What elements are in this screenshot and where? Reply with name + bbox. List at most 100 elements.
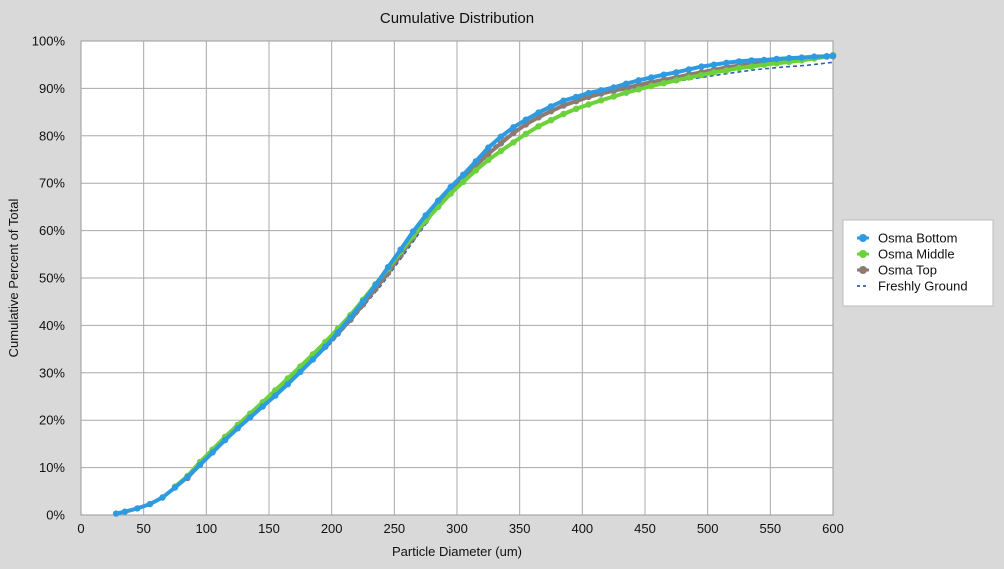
data-point bbox=[497, 133, 505, 140]
data-point bbox=[673, 77, 680, 84]
data-point bbox=[259, 403, 266, 410]
y-tick-label: 100% bbox=[32, 34, 66, 49]
data-point bbox=[585, 89, 592, 97]
x-tick-label: 600 bbox=[822, 521, 844, 536]
data-point bbox=[547, 108, 555, 115]
legend-box bbox=[842, 219, 994, 307]
data-point bbox=[322, 343, 329, 350]
data-point bbox=[760, 61, 768, 68]
y-tick-label: 10% bbox=[39, 460, 65, 475]
data-point bbox=[572, 105, 580, 113]
x-tick-label: 550 bbox=[759, 521, 781, 536]
legend-item: Osma Bottom bbox=[857, 231, 957, 246]
x-tick-label: 350 bbox=[509, 521, 531, 536]
data-point bbox=[698, 63, 705, 70]
data-point bbox=[159, 494, 166, 501]
data-point bbox=[635, 86, 642, 93]
data-point bbox=[497, 147, 505, 155]
legend-label: Osma Bottom bbox=[878, 231, 957, 246]
data-point bbox=[635, 77, 642, 84]
data-point bbox=[811, 53, 818, 60]
x-tick-label: 500 bbox=[697, 521, 719, 536]
data-point bbox=[272, 392, 279, 399]
data-point bbox=[673, 69, 680, 76]
data-point bbox=[572, 93, 580, 101]
x-tick-label: 50 bbox=[136, 521, 150, 536]
data-point bbox=[510, 124, 517, 131]
x-tick-label: 250 bbox=[383, 521, 405, 536]
data-point bbox=[785, 54, 793, 62]
data-point bbox=[660, 71, 667, 78]
x-tick-label: 450 bbox=[634, 521, 656, 536]
data-point bbox=[760, 56, 768, 64]
data-point bbox=[247, 414, 254, 421]
data-point bbox=[585, 101, 592, 108]
data-point bbox=[134, 505, 141, 512]
data-point bbox=[397, 246, 404, 253]
y-tick-label: 0% bbox=[46, 508, 65, 523]
legend-swatch-marker bbox=[859, 266, 867, 274]
data-point bbox=[460, 171, 467, 178]
x-tick-label: 0 bbox=[77, 521, 84, 536]
legend-label: Freshly Ground bbox=[878, 279, 968, 294]
data-point bbox=[660, 80, 667, 87]
data-point bbox=[560, 97, 567, 104]
data-point bbox=[748, 63, 755, 70]
y-tick-label: 70% bbox=[39, 176, 65, 191]
data-point bbox=[723, 59, 730, 66]
data-point bbox=[309, 356, 317, 363]
data-point bbox=[597, 97, 605, 104]
legend-swatch-marker bbox=[859, 234, 867, 242]
data-point bbox=[560, 102, 567, 109]
data-point bbox=[171, 484, 179, 491]
data-point bbox=[435, 197, 442, 204]
data-point bbox=[823, 53, 830, 60]
data-point bbox=[522, 116, 530, 123]
data-point bbox=[409, 228, 417, 235]
data-point bbox=[535, 123, 542, 130]
y-tick-label: 50% bbox=[39, 271, 65, 286]
data-point bbox=[209, 449, 216, 456]
data-point bbox=[146, 500, 154, 508]
data-point bbox=[710, 61, 718, 68]
data-point bbox=[460, 178, 467, 185]
data-point bbox=[112, 510, 120, 517]
data-point bbox=[547, 103, 555, 110]
data-point bbox=[184, 473, 191, 481]
data-point bbox=[560, 110, 567, 118]
x-tick-label: 150 bbox=[258, 521, 280, 536]
data-point bbox=[334, 329, 342, 336]
data-point bbox=[447, 183, 454, 191]
legend-label: Osma Middle bbox=[878, 247, 955, 262]
x-tick-label: 300 bbox=[446, 521, 468, 536]
data-point bbox=[522, 130, 530, 138]
data-point bbox=[497, 140, 505, 147]
data-point bbox=[685, 74, 693, 81]
data-point bbox=[685, 66, 693, 73]
data-point bbox=[623, 89, 630, 96]
data-point bbox=[196, 461, 204, 468]
x-axis-title: Particle Diameter (um) bbox=[392, 544, 522, 559]
data-point bbox=[221, 436, 229, 444]
legend-item: Freshly Ground bbox=[857, 279, 968, 294]
x-tick-label: 400 bbox=[571, 521, 593, 536]
y-tick-label: 60% bbox=[39, 223, 65, 238]
data-point bbox=[234, 425, 241, 432]
data-point bbox=[447, 190, 454, 197]
data-point bbox=[510, 139, 517, 146]
data-point bbox=[284, 381, 291, 388]
y-tick-label: 80% bbox=[39, 128, 65, 143]
y-axis-title: Cumulative Percent of Total bbox=[6, 199, 21, 358]
data-point bbox=[297, 368, 304, 376]
series-osma-bottom bbox=[112, 52, 837, 517]
tick-labels: 0 50 100 150 200 250 300 350 400 450 500 550 600 0% 10… bbox=[32, 34, 844, 537]
y-tick-label: 40% bbox=[39, 318, 65, 333]
data-point bbox=[698, 71, 705, 79]
legend-item: Osma Top bbox=[857, 263, 937, 278]
data-point bbox=[535, 109, 542, 116]
data-point bbox=[384, 263, 392, 271]
y-tick-label: 30% bbox=[39, 365, 65, 380]
